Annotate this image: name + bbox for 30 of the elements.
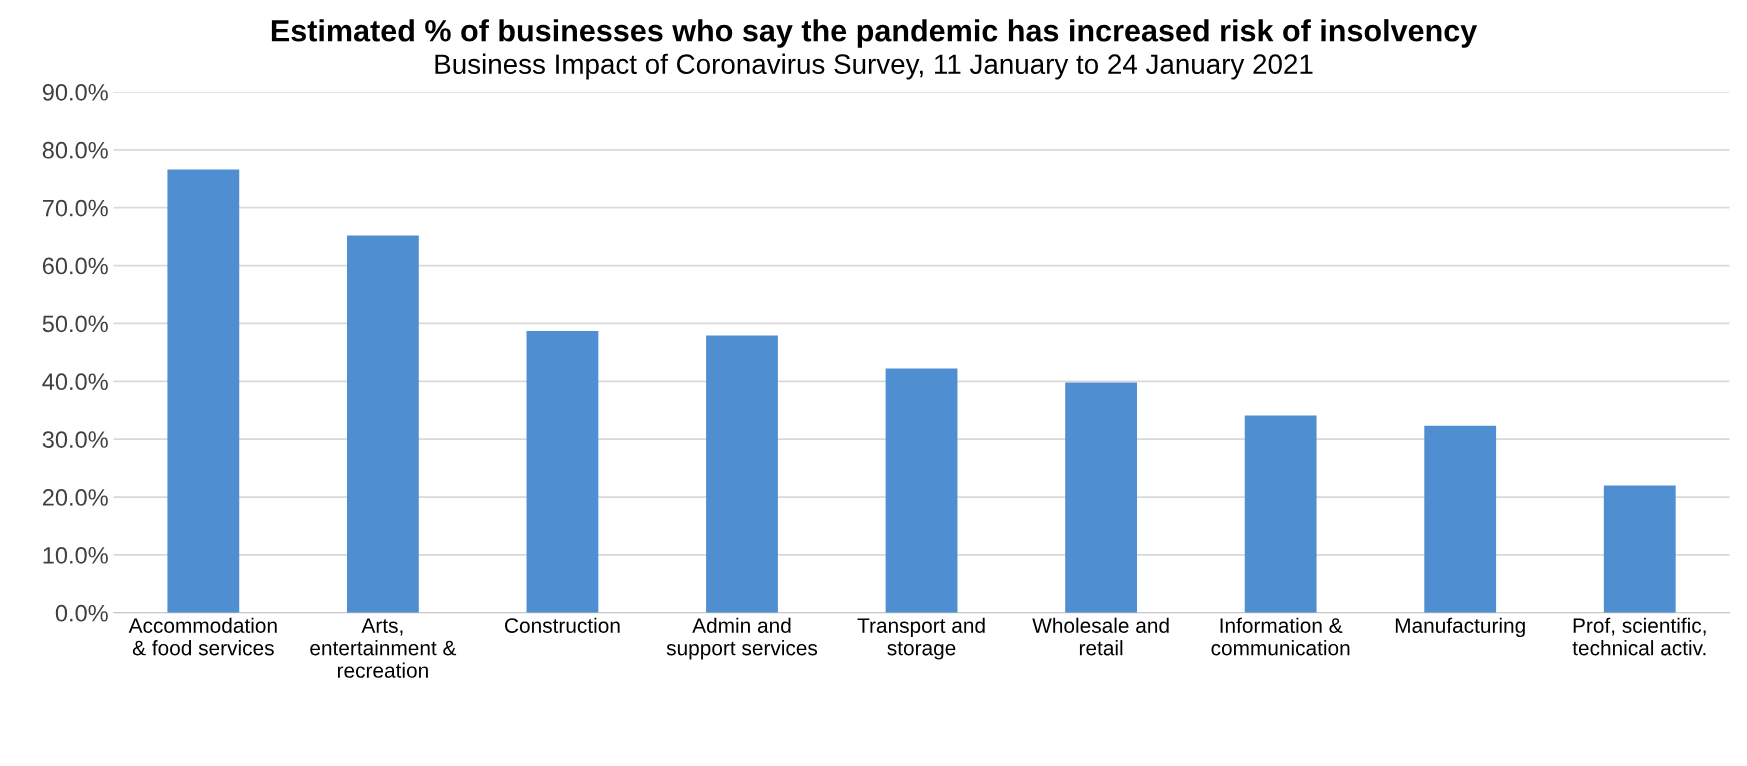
x-tick-label: Manufacturing xyxy=(1395,617,1525,638)
x-tick-label: Wholesale and retail xyxy=(1032,617,1169,656)
y-tick-label: 70.0% xyxy=(42,199,108,217)
x-tick-label: Transport and storage xyxy=(857,617,985,660)
x-tick-label: Arts, entertainment & recreation xyxy=(310,618,457,678)
y-tick-label: 20.0% xyxy=(42,489,108,506)
bar xyxy=(706,335,778,613)
bar xyxy=(1603,485,1676,613)
bar xyxy=(526,330,599,613)
y-tick-label: 40.0% xyxy=(42,373,108,391)
x-tick-label: Admin and support services xyxy=(666,617,818,660)
y-tick-label: 10.0% xyxy=(43,546,108,564)
bar xyxy=(346,235,419,613)
bar xyxy=(1424,425,1497,613)
bar xyxy=(885,368,958,613)
chart-subtitle: Business Impact of Coronavirus Survey, 11 January to 24 January 2021 xyxy=(435,53,1313,80)
bar xyxy=(1244,415,1317,613)
y-tick-label: 80.0% xyxy=(42,141,108,159)
y-tick-label: 90.0% xyxy=(42,83,108,101)
x-tick-label: Accommodation & food services xyxy=(128,617,277,656)
bar xyxy=(1065,382,1138,613)
x-tick-label: Information & communication xyxy=(1211,617,1350,656)
y-tick-label: 0.0% xyxy=(55,604,108,622)
x-tick-label: Prof, scientific, technical activ. xyxy=(1572,617,1706,656)
y-tick-label: 60.0% xyxy=(42,257,108,275)
bar xyxy=(167,169,240,613)
chart-title: Estimated % of businesses who say the pandemic has increased risk of insolvency xyxy=(271,19,1478,48)
y-tick-label: 30.0% xyxy=(42,431,108,448)
y-tick-label: 50.0% xyxy=(42,315,108,333)
x-tick-label: Construction xyxy=(505,617,620,633)
